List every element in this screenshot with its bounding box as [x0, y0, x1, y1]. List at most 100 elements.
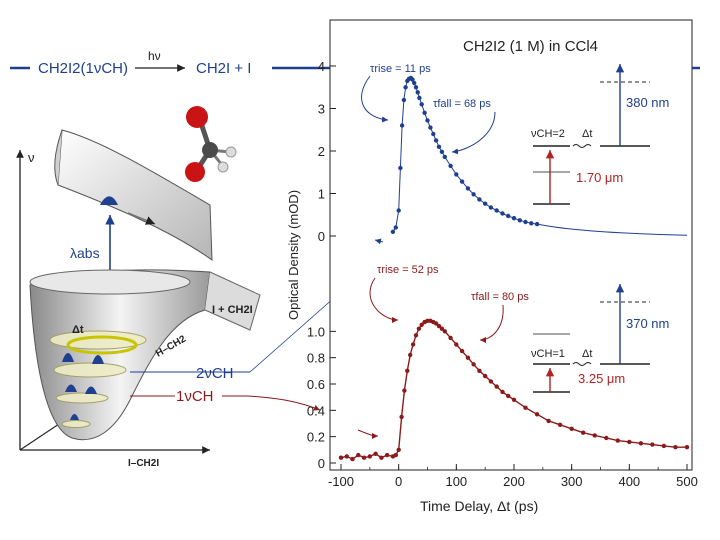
level-2-label: 2νCH: [196, 365, 234, 382]
data-point: [465, 355, 471, 360]
i-ch2i-coordinate: I–CH2I: [128, 458, 159, 469]
data-point: [627, 439, 632, 445]
top-dt-label: Δt: [582, 128, 592, 140]
chart-frame: [329, 19, 693, 471]
data-point: [684, 445, 690, 450]
bottom-ir-label: 3.25 μm: [578, 371, 625, 386]
data-point: [483, 201, 488, 206]
iodine-atom-1: [186, 106, 208, 128]
data-point: [546, 418, 551, 424]
data-point: [393, 225, 398, 230]
data-point: [416, 326, 422, 331]
hv-label: hν: [148, 49, 161, 63]
x-tick-label: 400: [618, 474, 640, 489]
data-point: [650, 442, 655, 447]
data-point: [511, 397, 517, 402]
bottom-rise-label: τrise = 52 ps: [377, 264, 439, 276]
bottom-dt-label: Δt: [582, 348, 592, 360]
product-surface-label: I + CH2I: [212, 304, 253, 316]
products-label: CH2I + I: [196, 60, 251, 77]
data-point: [439, 149, 445, 154]
chart-title: CH2I2 (1 M) in CCl4: [463, 38, 598, 55]
data-point: [459, 348, 465, 354]
chart-axes: -100 0 100 200 300 400 5000123400.20.40.60.81.…: [307, 59, 698, 489]
data-point: [384, 452, 390, 458]
data-point: [465, 186, 471, 191]
data-point: [356, 452, 361, 458]
bottom-series-points: [338, 318, 690, 462]
data-point: [338, 455, 344, 460]
hydrogen-atom-2: [217, 161, 229, 173]
data-point: [534, 412, 540, 417]
data-point: [638, 441, 644, 446]
level-1-label: 1νCH: [176, 388, 214, 405]
data-point: [425, 118, 430, 123]
data-point: [396, 208, 401, 213]
data-point: [494, 208, 499, 213]
y-tick-label: 3: [318, 102, 325, 117]
data-point: [419, 322, 424, 327]
data-point: [615, 438, 620, 443]
data-point: [344, 454, 349, 459]
data-point: [405, 368, 410, 373]
data-point: [454, 342, 459, 347]
pes-dt-label: Δt: [72, 324, 84, 336]
y-tick-label: 1: [318, 187, 325, 202]
data-point: [402, 388, 407, 393]
y-tick-label: 0: [318, 229, 325, 244]
data-point: [413, 333, 419, 338]
y-tick-label: 0.2: [307, 430, 325, 445]
data-point: [399, 414, 404, 420]
bottom-probe-label: 370 nm: [626, 316, 669, 331]
data-point: [442, 329, 447, 334]
data-point: [506, 393, 511, 399]
data-point: [367, 454, 372, 459]
data-point: [396, 447, 401, 452]
y-tick-label: 0.6: [307, 377, 325, 392]
data-point: [471, 192, 476, 197]
data-point: [390, 229, 396, 234]
data-point: [436, 323, 442, 329]
data-point: [557, 422, 563, 427]
data-point: [488, 379, 494, 384]
top-fall-label: τfall = 68 ps: [433, 98, 491, 110]
data-point: [523, 219, 528, 225]
data-point: [433, 138, 439, 143]
data-point: [569, 426, 574, 431]
data-point: [398, 165, 403, 171]
x-tick-label: 500: [676, 474, 698, 489]
data-point: [442, 154, 447, 160]
data-point: [399, 123, 405, 128]
data-point: [500, 211, 505, 216]
data-point: [673, 445, 678, 450]
bottom-fall-label: τfall = 80 ps: [471, 291, 529, 303]
data-point: [410, 77, 415, 82]
data-point: [592, 433, 597, 438]
x-tick-label: -100: [328, 474, 354, 489]
data-point: [506, 213, 511, 219]
data-point: [410, 342, 416, 347]
y-tick-label: 2: [318, 144, 325, 159]
x-axis-label: Time Delay, Δt (ps): [420, 498, 538, 514]
y-axis-label: Optical Density (mOD): [286, 190, 301, 320]
data-point: [431, 131, 436, 137]
data-point: [401, 97, 407, 103]
data-point: [477, 197, 482, 202]
data-point: [511, 216, 517, 221]
data-point: [483, 373, 488, 379]
data-point: [448, 335, 453, 341]
top-series-points: [390, 75, 540, 234]
top-probe-label: 380 nm: [626, 95, 669, 110]
data-point: [500, 389, 505, 395]
data-point: [488, 205, 494, 210]
top-level-label: νCH=2: [531, 128, 565, 140]
top-energy-diagram: νCH=2 Δt 1.70 μm 380 nm: [531, 64, 669, 205]
data-point: [436, 144, 442, 149]
data-point: [534, 221, 540, 227]
v-axis-label: ν: [28, 150, 35, 165]
reaction-scheme: CH2I2(1νCH) hν CH2I + I: [10, 49, 330, 77]
y-tick-label: 0.4: [307, 403, 325, 418]
data-point: [361, 455, 367, 460]
top-rise-label: τrise = 11 ps: [370, 63, 431, 75]
